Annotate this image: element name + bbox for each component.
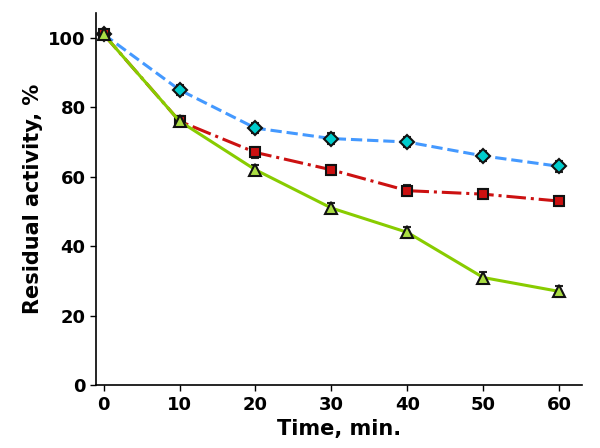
- X-axis label: Time, min.: Time, min.: [277, 419, 401, 439]
- Y-axis label: Residual activity, %: Residual activity, %: [23, 84, 43, 314]
